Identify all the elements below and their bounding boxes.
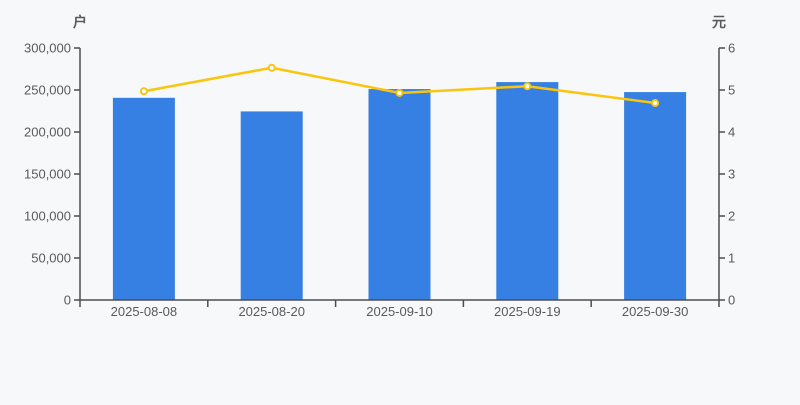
line-point-2025-08-20[interactable]	[267, 63, 276, 72]
bar-2025-09-19[interactable]	[496, 82, 559, 300]
bar-2025-09-10[interactable]	[368, 89, 431, 301]
left-axis-name: 户	[73, 14, 87, 30]
line-point-2025-08-08[interactable]	[139, 87, 148, 96]
x-axis-label: 2025-09-19	[494, 304, 561, 319]
right-axis-tick-label: 6	[728, 41, 735, 56]
x-axis-label: 2025-09-30	[622, 304, 689, 319]
left-axis-tick-label: 100,000	[24, 209, 71, 224]
x-axis-label: 2025-08-20	[238, 304, 305, 319]
right-axis-tick-label: 4	[728, 125, 735, 140]
bar-2025-08-08[interactable]	[112, 97, 175, 300]
line-point-2025-09-19[interactable]	[523, 82, 532, 91]
right-axis-tick-label: 3	[728, 167, 735, 182]
right-axis-name: 元	[712, 14, 726, 30]
right-axis-tick-label: 1	[728, 251, 735, 266]
line-point-2025-09-30[interactable]	[651, 99, 660, 108]
left-axis-tick-label: 0	[64, 293, 71, 308]
left-axis-tick-label: 50,000	[31, 251, 71, 266]
left-axis-tick-label: 200,000	[24, 125, 71, 140]
right-axis-tick-label: 2	[728, 209, 735, 224]
left-axis-tick-label: 250,000	[24, 83, 71, 98]
right-axis-tick-label: 0	[728, 293, 735, 308]
x-axis-label: 2025-09-10	[366, 304, 433, 319]
left-axis-tick-label: 150,000	[24, 167, 71, 182]
left-axis-tick-label: 300,000	[24, 41, 71, 56]
line-point-2025-09-10[interactable]	[395, 88, 404, 97]
right-axis-tick-label: 5	[728, 83, 735, 98]
bar-2025-09-30[interactable]	[624, 92, 687, 300]
x-axis-label: 2025-08-08	[111, 304, 178, 319]
bar-2025-08-20[interactable]	[240, 111, 303, 300]
